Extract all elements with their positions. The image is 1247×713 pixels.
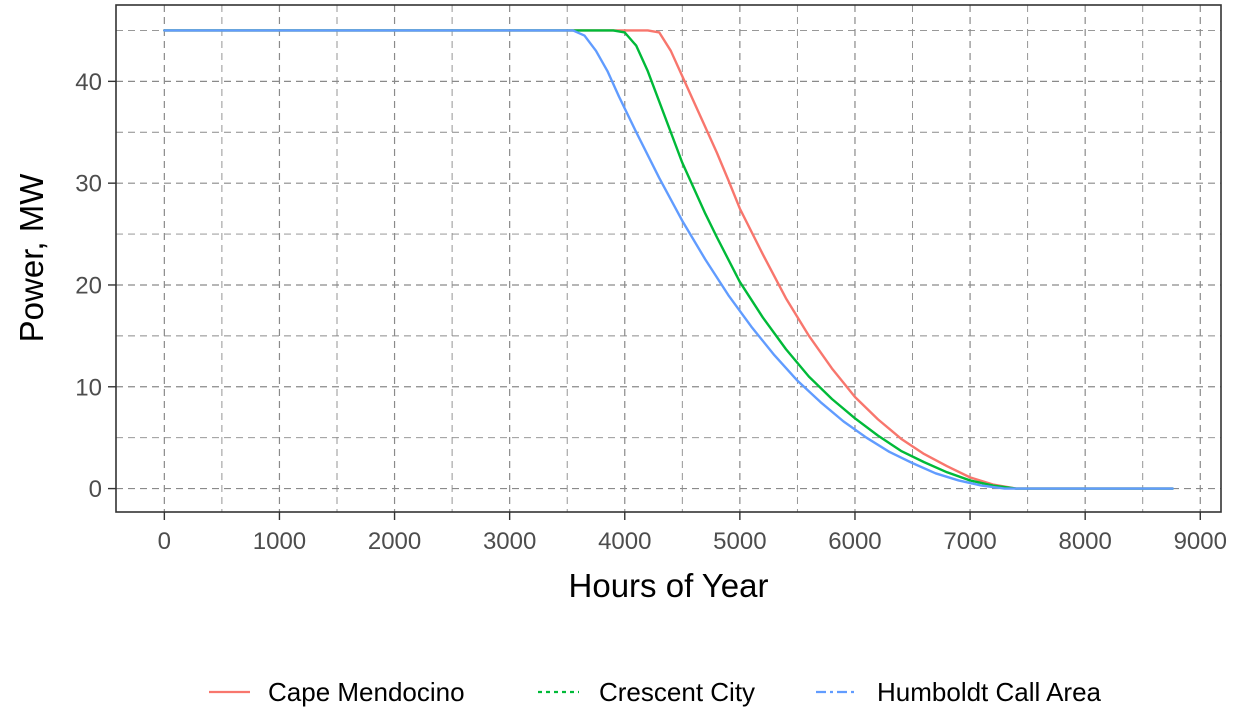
axes: 0 1000 2000 3000 4000 5000 6000 7000 8000 9000 0 10… bbox=[75, 69, 1227, 555]
x-tick-label: 8000 bbox=[1058, 528, 1111, 555]
x-tick-label: 4000 bbox=[598, 528, 651, 555]
series-line-crescent-city bbox=[163, 29, 1174, 490]
plot-panel-border bbox=[115, 4, 1222, 513]
y-tick-label: 40 bbox=[75, 69, 102, 96]
x-tick-label: 7000 bbox=[943, 528, 996, 555]
series-line-cape-mendocino bbox=[163, 29, 1174, 490]
x-tick-label: 0 bbox=[158, 528, 171, 555]
x-tick-label: 5000 bbox=[713, 528, 766, 555]
x-axis-title: Hours of Year bbox=[569, 567, 769, 604]
x-tick-label: 3000 bbox=[483, 528, 536, 555]
y-tick-label: 0 bbox=[89, 476, 102, 503]
legend-label-crescent-city: Crescent City bbox=[599, 677, 755, 707]
legend: Cape Mendocino Crescent City Humboldt Ca… bbox=[209, 677, 1102, 707]
series-lines bbox=[163, 29, 1174, 490]
x-tick-label: 6000 bbox=[828, 528, 881, 555]
x-tick-label: 9000 bbox=[1174, 528, 1227, 555]
y-tick-label: 10 bbox=[75, 374, 102, 401]
grid-lines bbox=[116, 5, 1221, 512]
series-line-humboldt-call-area bbox=[163, 29, 1174, 490]
y-tick-label: 30 bbox=[75, 171, 102, 198]
legend-label-humboldt-call-area: Humboldt Call Area bbox=[877, 677, 1102, 707]
legend-label-cape-mendocino: Cape Mendocino bbox=[268, 677, 465, 707]
x-tick-label: 1000 bbox=[253, 528, 306, 555]
y-axis-title: Power, MW bbox=[13, 173, 50, 343]
y-tick-label: 20 bbox=[75, 272, 102, 299]
x-tick-label: 2000 bbox=[368, 528, 421, 555]
